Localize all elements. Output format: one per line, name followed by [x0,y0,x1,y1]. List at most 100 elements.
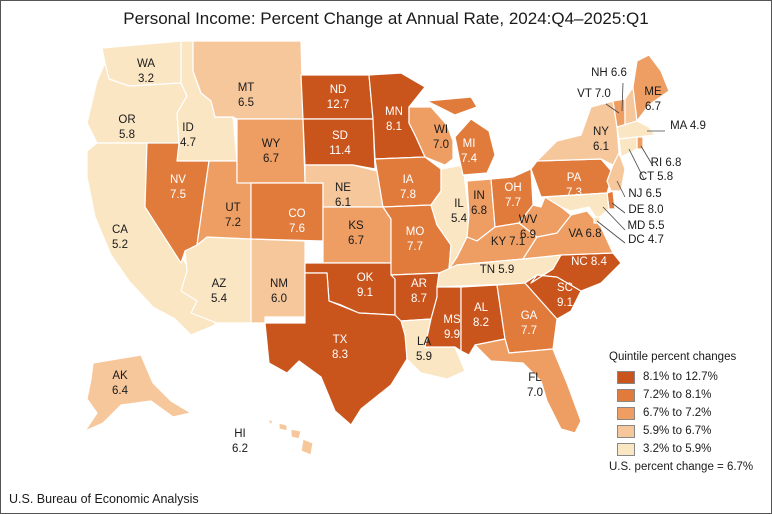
legend-swatch [617,370,635,384]
leader-line-ct [628,148,645,180]
state-label-al: AL 8.2 [473,302,489,329]
state-labels: WA 3.2 OR 5.8 CA 5.2 ID 4.7 NV 7.5 AZ 5.4 UT 7.2 MT 6.5… [112,58,706,455]
state-label-dc: DC 4.7 [628,234,664,246]
state-label-mi: MI 7.4 [461,138,478,165]
state-wy [236,118,306,184]
leader-line-nj [616,180,626,198]
state-label-ks: KS 6.7 [348,220,364,247]
state-label-ct: CT 5.8 [639,171,673,183]
legend-label: 5.9% to 6.7% [643,425,712,437]
state-label-mo: MO 7.7 [406,226,425,253]
state-label-tn: TN 5.9 [480,264,515,276]
state-label-fl: FL 7.0 [527,372,543,399]
state-label-il: IL 5.4 [451,198,468,225]
state-fl [474,338,582,434]
state-co [250,182,324,242]
state-hi [266,418,314,456]
state-md [544,192,610,220]
state-wi [408,106,454,166]
source-credit: U.S. Bureau of Economic Analysis [9,492,199,506]
state-mi [426,96,496,176]
state-label-or: OR 5.8 [118,114,135,141]
state-label-va: VA 6.8 [568,228,601,240]
state-label-nd: ND 12.7 [327,84,349,111]
state-label-ms: MS 9.9 [443,314,461,341]
leader-line-dc [596,220,626,244]
leader-line-de [611,202,626,214]
state-sd [302,118,376,170]
state-nj [606,152,626,192]
state-label-nh: NH 6.6 [591,67,627,79]
state-dc [593,216,601,224]
state-label-ky: KY 7.1 [491,236,525,248]
state-ak [84,354,192,432]
state-label-ok: OK 9.1 [357,272,374,299]
state-label-nm: NM 6.0 [270,278,288,305]
state-tx [264,272,408,426]
legend-item: 7.2% to 8.1% [617,386,753,404]
state-label-md: MD 5.5 [627,220,664,232]
legend-label: 7.2% to 8.1% [643,389,712,401]
state-label-la: LA 5.9 [416,336,432,363]
state-label-ny: NY 6.1 [593,126,609,153]
legend-item: 5.9% to 6.7% [617,422,753,440]
state-label-nj: NJ 6.5 [628,188,661,200]
legend-label: 8.1% to 12.7% [643,371,718,383]
state-label-mn: MN 8.1 [385,106,403,133]
leader-line-md [602,206,626,231]
state-label-oh: OH 7.7 [504,182,521,209]
state-label-ut: UT 7.2 [225,202,241,229]
state-label-ar: AR 8.7 [411,278,427,305]
state-label-wy: WY 6.7 [262,138,281,165]
leader-line-ri [640,145,654,167]
state-label-sd: SD 11.4 [329,130,351,157]
legend-title: Quintile percent changes [609,351,737,363]
state-label-tx: TX 8.3 [332,334,348,361]
state-nc [530,252,622,292]
us-percent-change-note: U.S. percent change = 6.7% [609,461,754,473]
state-label-ne: NE 6.1 [335,182,351,209]
leader-line-nh [621,82,624,112]
state-label-sc: SC 9.1 [557,282,573,309]
legend-label: 3.2% to 5.9% [643,443,712,455]
legend-swatch [617,424,635,438]
state-label-id: ID 4.7 [180,122,196,149]
state-label-ri: RI 6.8 [651,157,682,169]
state-nm [250,238,306,324]
state-label-nc: NC 8.4 [571,256,607,268]
state-label-ma: MA 4.9 [670,120,706,132]
legend-label: 6.7% to 7.2% [643,407,712,419]
state-label-nv: NV 7.5 [170,174,186,201]
state-me [632,54,670,122]
legend-item: 6.7% to 7.2% [617,404,753,422]
state-label-mt: MT 6.5 [238,82,255,109]
legend-swatch [617,406,635,420]
state-label-wi: WI 7.0 [433,124,449,151]
state-label-co: CO 7.6 [288,208,305,235]
state-label-ga: GA 7.7 [521,310,538,337]
state-label-de: DE 8.0 [628,204,663,216]
state-label-me: ME 6.7 [644,86,662,113]
state-label-vt: VT 7.0 [577,88,611,100]
label-leader-lines [596,82,665,244]
state-label-in: IN 6.8 [471,190,487,217]
state-label-hi: HI 6.2 [232,428,248,455]
map-legend: Quintile percent changes 8.1% to 12.7% 7… [609,351,753,473]
state-shapes [84,40,670,456]
legend-item: 3.2% to 5.9% [617,440,753,458]
legend-item: 8.1% to 12.7% [617,368,753,386]
map-title: Personal Income: Percent Change at Annua… [123,9,649,28]
state-label-wv: WV 6.9 [519,214,538,241]
legend-swatch [617,442,635,456]
state-label-ca: CA 5.2 [112,224,128,251]
state-label-ak: AK 6.4 [112,370,129,397]
state-nd [300,74,374,120]
state-label-az: AZ 5.4 [211,278,228,305]
state-label-pa: PA 7.3 [566,172,582,199]
state-ms [424,286,462,352]
state-label-wa: WA 3.2 [137,58,155,85]
state-ct [618,136,638,158]
legend-swatch [617,388,635,402]
